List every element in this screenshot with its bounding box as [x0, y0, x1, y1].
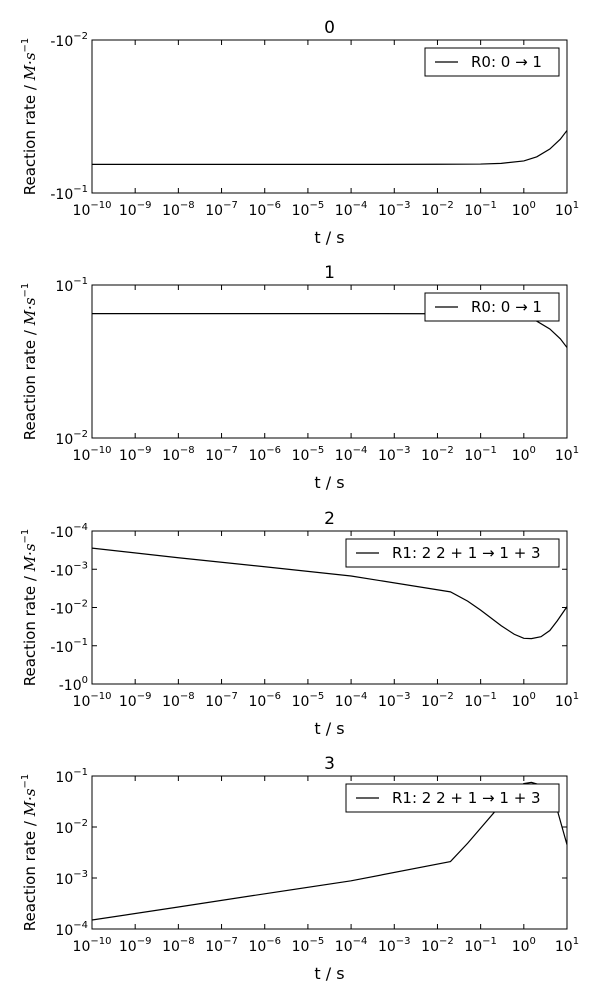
y-axis-label: Reaction rate / M·s−1: [20, 774, 39, 932]
y-tick-label: 10−1: [55, 767, 88, 786]
legend: R0: 0 → 1: [424, 292, 560, 322]
x-tick-label: 10−2: [421, 936, 454, 955]
series-line: [92, 547, 567, 640]
x-tick-label: 10−1: [464, 691, 497, 710]
x-axis-label: t / s: [314, 228, 344, 247]
subplot-1: 10−10 10−9 10−8 10−7 10−6 10−5 10−4 10−3 10−2 10−…: [20, 263, 579, 492]
subplot-3: 10−10 10−9 10−8 10−7 10−6 10−5 10−4 10−3 10−2 10−…: [20, 754, 579, 983]
x-tick-label: 10−3: [378, 200, 411, 219]
x-tick-label: 100: [512, 200, 536, 219]
x-tick-label: 101: [555, 691, 579, 710]
y-tick-label: -100: [59, 675, 88, 694]
x-tick-label: 100: [512, 691, 536, 710]
subplot-title: 3: [324, 754, 335, 774]
x-tick-label: 10−5: [292, 936, 325, 955]
y-tick-label: -10−2: [50, 31, 88, 50]
x-tick-label: 101: [555, 445, 579, 464]
x-tick-label: 10−5: [292, 445, 325, 464]
x-tick-label: 10−5: [292, 200, 325, 219]
x-tick-label: 10−10: [73, 445, 112, 464]
y-ticks: -10−2 -10−1: [50, 31, 567, 203]
y-tick-label: 10−2: [55, 818, 88, 837]
y-tick-label: 10−3: [55, 869, 88, 888]
x-tick-label: 10−7: [205, 936, 238, 955]
x-tick-label: 10−1: [464, 445, 497, 464]
y-tick-label: 10−4: [55, 920, 88, 939]
legend-box: [345, 538, 560, 568]
y-axis-label: Reaction rate / M·s−1: [20, 529, 39, 687]
x-tick-label: 101: [555, 200, 579, 219]
y-tick-label: -10−2: [50, 599, 88, 618]
y-ticks: -10−4 -10−3 -10−2 -10−1 -100: [50, 522, 567, 694]
x-ticks: 10−10 10−9 10−8 10−7 10−6 10−5 10−4 10−3 10−2 10−…: [73, 776, 579, 955]
legend-label: R0: 0 → 1: [471, 53, 542, 71]
legend-label: R1: 2 2 + 1 → 1 + 3: [392, 789, 541, 807]
y-tick-label: 10−2: [55, 429, 88, 448]
x-tick-label: 10−10: [73, 200, 112, 219]
x-axis-label: t / s: [314, 719, 344, 738]
x-tick-label: 10−9: [119, 200, 152, 219]
x-tick-label: 101: [555, 936, 579, 955]
legend: R1: 2 2 + 1 → 1 + 3: [345, 538, 560, 568]
x-tick-label: 10−3: [378, 445, 411, 464]
subplot-title: 0: [324, 18, 335, 38]
x-tick-label: 10−10: [73, 691, 112, 710]
x-tick-label: 10−5: [292, 691, 325, 710]
x-tick-label: 10−9: [119, 445, 152, 464]
x-tick-label: 10−9: [119, 936, 152, 955]
y-tick-label: 10−1: [55, 276, 88, 295]
x-tick-label: 10−2: [421, 445, 454, 464]
x-tick-label: 10−2: [421, 691, 454, 710]
x-tick-label: 10−4: [335, 200, 368, 219]
x-tick-label: 10−2: [421, 200, 454, 219]
x-tick-label: 10−3: [378, 936, 411, 955]
x-axis-label: t / s: [314, 473, 344, 492]
legend-label: R1: 2 2 + 1 → 1 + 3: [392, 544, 541, 562]
x-tick-label: 10−6: [248, 445, 281, 464]
legend: R0: 0 → 1: [424, 47, 560, 77]
x-tick-label: 10−7: [205, 691, 238, 710]
x-axis-label: t / s: [314, 964, 344, 983]
x-tick-label: 10−4: [335, 936, 368, 955]
x-tick-label: 10−4: [335, 445, 368, 464]
subplot-title: 1: [324, 263, 335, 283]
x-tick-label: 10−8: [162, 691, 195, 710]
y-tick-label: -10−1: [50, 637, 88, 656]
legend-label: R0: 0 → 1: [471, 298, 542, 316]
x-tick-label: 10−3: [378, 691, 411, 710]
subplot-0: 10−10 10−9 10−8 10−7 10−6 10−5 10−4 10−3 10−2 10−…: [20, 18, 579, 247]
subplot-title: 2: [324, 509, 335, 529]
x-tick-label: 100: [512, 936, 536, 955]
x-tick-label: 10−7: [205, 200, 238, 219]
x-tick-label: 10−8: [162, 936, 195, 955]
x-tick-label: 10−10: [73, 936, 112, 955]
x-tick-label: 10−8: [162, 200, 195, 219]
x-tick-label: 10−8: [162, 445, 195, 464]
x-tick-label: 10−6: [248, 936, 281, 955]
y-tick-label: -10−1: [50, 184, 88, 203]
legend: R1: 2 2 + 1 → 1 + 3: [345, 783, 560, 813]
x-tick-label: 10−1: [464, 936, 497, 955]
x-tick-label: 10−7: [205, 445, 238, 464]
x-tick-label: 10−6: [248, 200, 281, 219]
x-tick-label: 10−9: [119, 691, 152, 710]
subplot-2: 10−10 10−9 10−8 10−7 10−6 10−5 10−4 10−3 10−2 10−…: [20, 509, 579, 738]
y-tick-label: -10−4: [50, 522, 88, 541]
y-axis-label: Reaction rate / M·s−1: [20, 38, 39, 196]
legend-box: [345, 783, 560, 813]
y-axis-label: Reaction rate / M·s−1: [20, 283, 39, 441]
x-tick-label: 10−1: [464, 200, 497, 219]
x-ticks: 10−10 10−9 10−8 10−7 10−6 10−5 10−4 10−3 10−2 10−…: [73, 285, 579, 464]
y-ticks: 10−1 10−2 10−3 10−4: [55, 767, 567, 939]
y-ticks: 10−1 10−2: [55, 276, 567, 448]
x-ticks: 10−10 10−9 10−8 10−7 10−6 10−5 10−4 10−3 10−2 10−…: [73, 531, 579, 710]
series-line: [92, 130, 567, 165]
x-tick-label: 10−4: [335, 691, 368, 710]
x-tick-label: 10−6: [248, 691, 281, 710]
y-tick-label: -10−3: [50, 560, 88, 579]
x-ticks: 10−10 10−9 10−8 10−7 10−6 10−5 10−4 10−3 10−2 10−…: [73, 40, 579, 219]
x-tick-label: 100: [512, 445, 536, 464]
